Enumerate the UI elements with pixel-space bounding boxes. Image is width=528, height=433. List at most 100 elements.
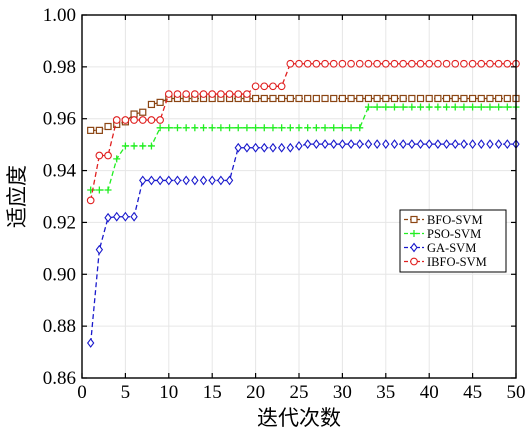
data-point-bfo-svm-shape: [286, 94, 294, 103]
legend-label-pso-svm: PSO-SVM: [427, 227, 481, 241]
data-point-ga-svm-shape: [494, 139, 503, 150]
data-point-ibfo-svm: [156, 116, 164, 124]
data-point-pso-svm: [495, 103, 503, 111]
data-point-ibfo-svm-shape: [355, 59, 364, 68]
data-point-bfo-svm-shape: [399, 94, 407, 103]
data-point-pso-svm-shape: [486, 103, 494, 111]
data-point-ga-svm-shape: [95, 244, 104, 255]
data-point-pso-svm: [399, 103, 407, 111]
y-axis-title: 适应度: [5, 165, 29, 228]
data-point-ibfo-svm-shape: [442, 59, 451, 68]
data-point-ga-svm: [330, 139, 338, 150]
data-point-ibfo-svm-shape: [399, 59, 408, 68]
data-point-ga-svm: [408, 139, 416, 150]
data-point-ibfo-svm: [234, 90, 243, 98]
data-point-ga-svm-shape: [399, 139, 407, 150]
data-point-ibfo-svm: [138, 116, 147, 124]
data-point-ibfo-svm: [95, 151, 104, 160]
data-point-pso-svm: [226, 124, 234, 132]
data-point-ga-svm: [356, 139, 364, 150]
data-point-bfo-svm: [347, 94, 355, 103]
data-point-pso-svm-shape: [130, 142, 138, 150]
data-point-pso-svm: [182, 124, 190, 132]
data-point-pso-svm: [260, 124, 268, 132]
data-point-pso-svm-shape: [278, 124, 286, 132]
data-point-ga-svm: [451, 139, 459, 150]
data-point-bfo-svm-shape: [87, 126, 95, 134]
data-point-bfo-svm: [312, 94, 320, 103]
data-point-ibfo-svm-shape: [121, 116, 130, 124]
data-point-ga-svm-shape: [121, 211, 130, 222]
data-point-pso-svm: [477, 103, 485, 111]
data-point-pso-svm: [347, 124, 355, 132]
data-point-ibfo-svm-shape: [182, 90, 191, 98]
x-tick-label: 45: [463, 382, 482, 403]
data-point-ga-svm-shape: [408, 139, 416, 150]
data-point-ibfo-svm-shape: [390, 59, 399, 68]
series-bfo-svm: [87, 94, 520, 134]
data-point-ibfo-svm-shape: [234, 90, 243, 98]
data-point-pso-svm: [338, 124, 346, 132]
data-point-pso-svm: [443, 103, 451, 111]
x-tick-label: 5: [121, 382, 131, 403]
data-point-pso-svm-shape: [191, 124, 199, 132]
legend-marker-pso-svm: [410, 230, 418, 237]
data-point-ibfo-svm-shape: [347, 59, 355, 68]
data-point-bfo-svm: [139, 108, 147, 116]
data-point-ibfo-svm: [468, 59, 477, 68]
data-point-bfo-svm-shape: [460, 94, 468, 103]
data-point-pso-svm: [191, 124, 199, 132]
data-point-bfo-svm-shape: [130, 110, 138, 118]
data-point-bfo-svm: [382, 94, 390, 103]
legend-label-ibfo-svm: IBFO-SVM: [427, 255, 487, 269]
data-point-ga-svm: [503, 139, 512, 150]
data-point-pso-svm: [234, 124, 242, 132]
data-point-ga-svm-shape: [286, 142, 295, 153]
data-point-ibfo-svm: [486, 59, 494, 68]
data-point-ibfo-svm-shape: [321, 59, 329, 68]
data-point-ga-svm: [104, 212, 112, 223]
y-tick-label: 0.88: [43, 316, 76, 337]
data-point-ga-svm: [468, 139, 477, 150]
data-point-bfo-svm-shape: [295, 94, 303, 103]
data-point-pso-svm: [121, 142, 129, 150]
data-point-bfo-svm: [269, 94, 277, 103]
data-point-ga-svm: [251, 142, 260, 153]
data-point-pso-svm-shape: [356, 124, 364, 132]
data-point-bfo-svm-shape: [156, 98, 164, 106]
data-point-ibfo-svm-shape: [503, 59, 512, 68]
data-point-pso-svm-shape: [347, 124, 355, 132]
data-point-bfo-svm: [460, 94, 468, 103]
legend-marker-bfo-svm: [410, 215, 418, 224]
data-point-pso-svm: [382, 103, 390, 111]
data-point-ibfo-svm: [86, 196, 95, 205]
data-point-ibfo-svm: [373, 59, 381, 68]
data-point-ga-svm: [399, 139, 407, 150]
data-point-ibfo-svm-shape: [277, 82, 286, 91]
data-point-bfo-svm-shape: [139, 108, 147, 116]
data-point-ga-svm-shape: [460, 139, 468, 150]
data-point-pso-svm: [503, 103, 511, 111]
data-point-ga-svm-shape: [373, 139, 381, 150]
series-pso-svm: [87, 103, 520, 194]
data-point-ibfo-svm: [217, 90, 225, 98]
data-point-bfo-svm: [390, 94, 399, 103]
data-point-ibfo-svm: [286, 59, 295, 68]
y-tick-label: 1.00: [43, 5, 76, 26]
data-point-ibfo-svm-shape: [190, 90, 199, 98]
data-point-pso-svm-shape: [156, 124, 164, 132]
data-point-bfo-svm-shape: [252, 94, 260, 103]
data-point-ga-svm: [225, 175, 234, 186]
data-point-ibfo-svm-shape: [138, 116, 147, 124]
data-point-ga-svm: [217, 175, 225, 186]
data-point-ibfo-svm: [390, 59, 399, 68]
data-point-pso-svm: [330, 124, 338, 132]
data-point-pso-svm-shape: [226, 124, 234, 132]
data-point-ga-svm-shape: [182, 175, 190, 186]
data-point-ibfo-svm-shape: [477, 59, 486, 68]
legend-item-ibfo-svm: IBFO-SVM: [404, 255, 487, 269]
data-point-ibfo-svm-shape: [486, 59, 494, 68]
data-point-ga-svm: [442, 139, 451, 150]
data-point-ga-svm: [477, 139, 485, 150]
